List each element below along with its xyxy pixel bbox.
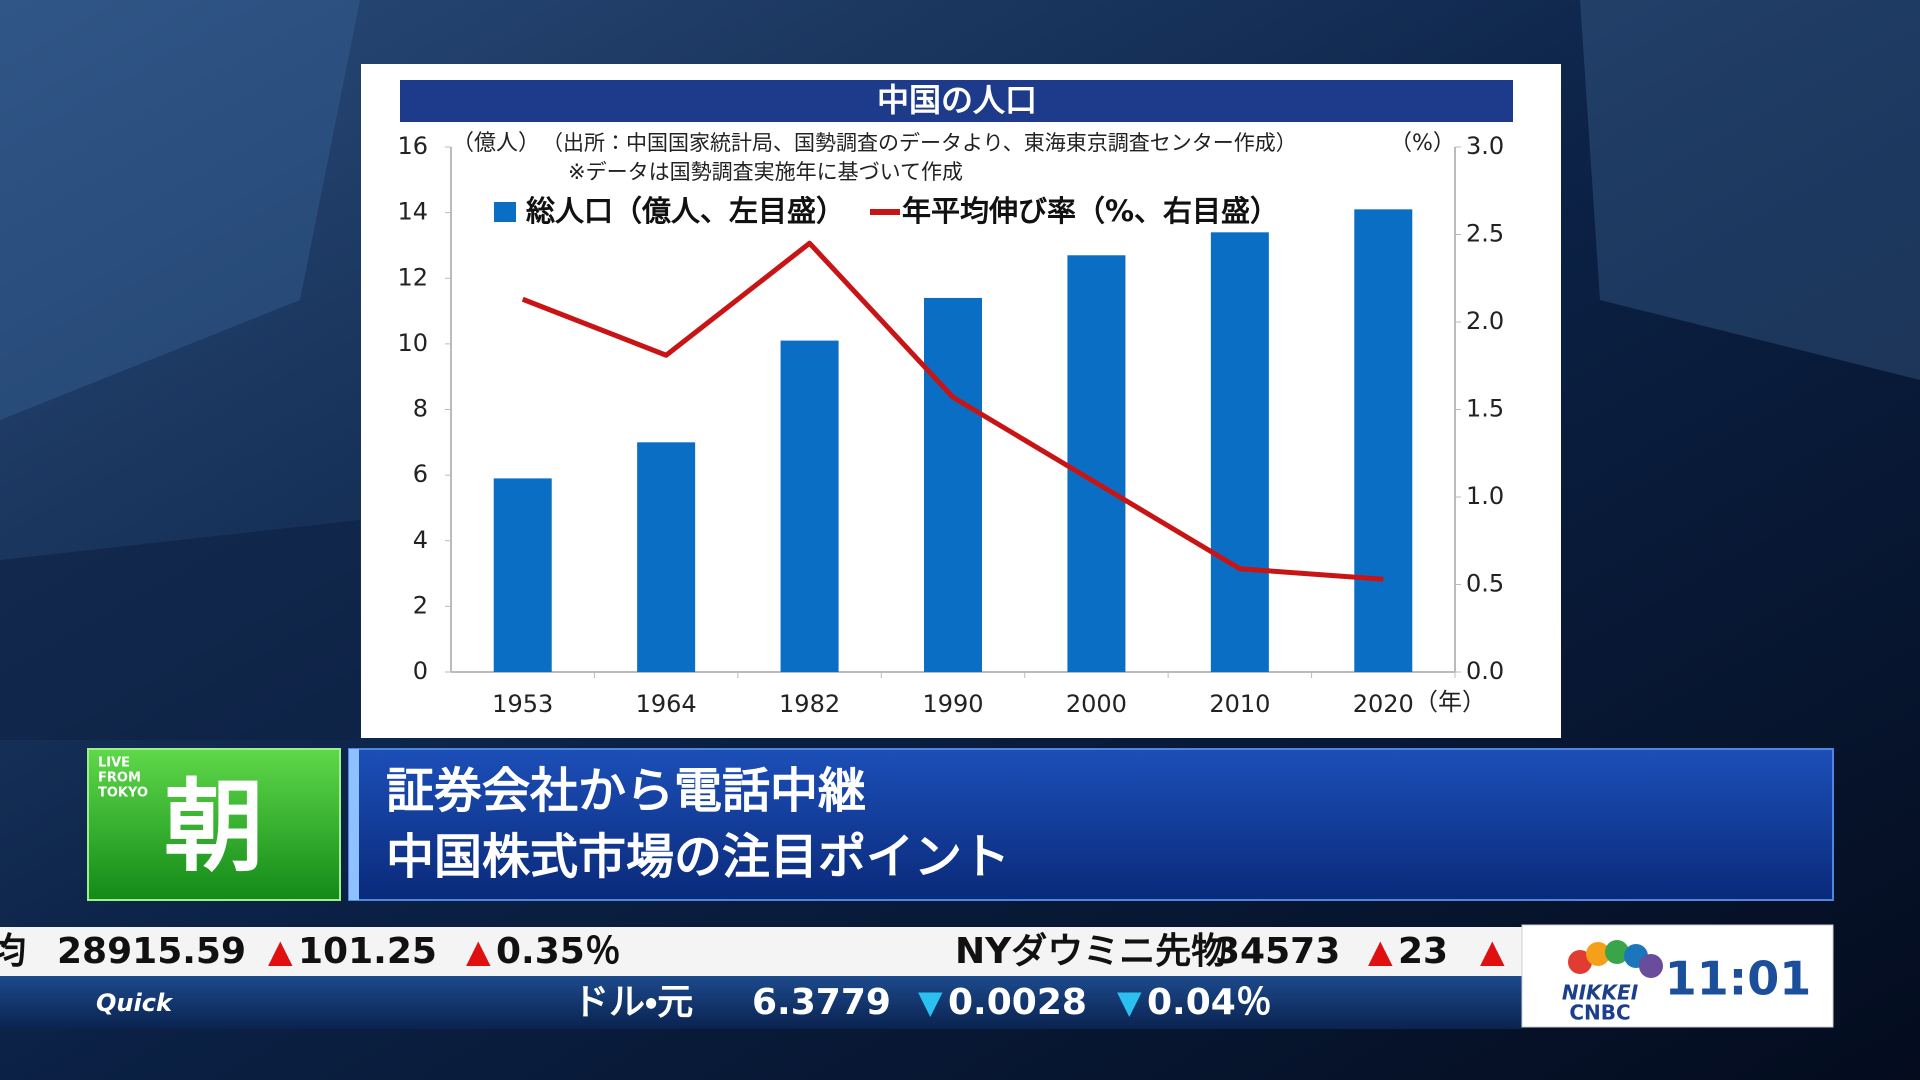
- y2-tick-label: 2.5: [1466, 220, 1504, 248]
- live-text: FROM: [98, 771, 141, 786]
- title-bar: [400, 80, 1513, 122]
- ticker-text: 0.04％: [1147, 982, 1272, 1023]
- ticker-text: 6.3779: [752, 982, 891, 1023]
- y-tick-label: 12: [397, 263, 428, 291]
- peacock-feather: [1605, 940, 1629, 964]
- x-tick-label: 1953: [492, 690, 553, 718]
- ticker-row1: [0, 927, 1522, 976]
- y-tick-label: 8: [413, 395, 428, 423]
- x-tick-label: 1982: [779, 690, 840, 718]
- ticker-text: ドル・元: [573, 982, 693, 1023]
- y2-tick-label: 0.5: [1466, 570, 1504, 598]
- program-logo-box: [87, 748, 341, 901]
- y2-tick-label: 0.0: [1466, 657, 1504, 685]
- ticker-row2: [0, 976, 1522, 1029]
- ticker-arrow: ▲: [1368, 932, 1393, 970]
- bg-shape: [0, 0, 360, 420]
- brand-box: [1521, 924, 1834, 1028]
- y-axis-label: （億人）: [452, 131, 540, 156]
- ticker-arrow: ▲: [466, 932, 491, 970]
- ticker-items: ドル・元 6.3779 ▼ 0.0028 ▼ 0.04％: [573, 982, 1272, 1023]
- y2-tick-label: 1.0: [1466, 482, 1504, 510]
- bar: [493, 478, 552, 672]
- x-tick-label: 1964: [636, 690, 697, 718]
- y2-tick-label: 3.0: [1466, 132, 1504, 160]
- brand-nikkei: NIKKEI: [1562, 981, 1639, 1005]
- line: [521, 240, 1384, 582]
- x-tick-label: 2010: [1209, 690, 1270, 718]
- legend-label: 総人口（億人、左目盛）: [526, 194, 845, 228]
- peacock-feather: [1568, 950, 1592, 974]
- y-tick-label: 16: [397, 132, 428, 160]
- legend-label: 年平均伸び率（%、右目盛）: [902, 194, 1279, 228]
- ticker-text: 34573: [1215, 931, 1340, 972]
- y-tick-label: 4: [413, 526, 428, 554]
- headline: 証券会社から電話中継: [386, 763, 866, 819]
- ticker-arrow: ▼: [1117, 983, 1142, 1021]
- note: ※データは国勢調査実施年に基づいて作成: [568, 160, 963, 184]
- ticker-arrow: ▲: [1480, 932, 1505, 970]
- headline-accent: [349, 749, 359, 900]
- ticker-text: 101.25: [298, 931, 437, 972]
- y-tick-label: 10: [397, 329, 428, 357]
- live-text: LIVE: [98, 756, 130, 771]
- bar: [1067, 255, 1126, 672]
- headline: 中国株式市場の注目ポイント: [386, 829, 1010, 885]
- x-tick-label: 1990: [922, 690, 983, 718]
- bg-shape: [0, 520, 360, 740]
- legend: 総人口（億人、左目盛） 年平均伸び率（%、右目盛）: [494, 194, 1279, 228]
- source: （出所：中国国家統計局、国勢調査のデータより、東海東京調査センター作成）: [542, 131, 1297, 155]
- live-text: TOKYO: [98, 786, 148, 801]
- ticker-text: 23: [1398, 931, 1448, 972]
- y-tick-label: 2: [413, 591, 428, 619]
- bar: [924, 297, 982, 672]
- brand-cnbc: CNBC: [1569, 1001, 1630, 1025]
- bar: [780, 340, 839, 672]
- ticker-text: 0.0028: [948, 982, 1087, 1023]
- x-axis-unit: （年）: [1414, 688, 1486, 716]
- peacock: [1568, 940, 1663, 978]
- peacock-feather: [1586, 942, 1610, 966]
- x-tick-label: 2000: [1066, 690, 1127, 718]
- y-tick-label: 0: [413, 657, 428, 685]
- legend-swatch: [494, 202, 516, 222]
- y-tick-label: 14: [397, 198, 428, 226]
- plot: 0 2 4 6 8 10 12 14 16 0.0 0.5 1.0 1.5 2.0 2.5 3.0 1953 19…: [397, 132, 1504, 718]
- y2-tick-label: 2.0: [1466, 307, 1504, 335]
- ticker-source: Quick: [96, 989, 174, 1017]
- ticker-arrow: ▼: [918, 983, 943, 1021]
- clock: 11:01: [1665, 952, 1811, 1006]
- x-tick-label: 2020: [1353, 690, 1414, 718]
- ticker-text: 均: [0, 931, 26, 972]
- ticker-arrow: ▲: [268, 932, 293, 970]
- program-logo: 朝: [164, 768, 264, 885]
- bar: [637, 442, 696, 672]
- y2-tick-label: 1.5: [1466, 395, 1504, 423]
- bar: [1354, 209, 1413, 672]
- bar: [1210, 232, 1269, 672]
- ticker-text: NYダウミニ先物: [955, 931, 1227, 972]
- headline-box: [348, 748, 1834, 901]
- y-tick-label: 6: [413, 460, 428, 488]
- bg-shape: [1580, 0, 1920, 380]
- ticker-text: 0.35％: [496, 931, 621, 972]
- ticker-text: 28915.59: [57, 931, 246, 972]
- peacock-feather: [1639, 954, 1663, 978]
- chart-title: 中国の人口: [877, 81, 1037, 119]
- y2-axis-label: （%）: [1390, 131, 1455, 156]
